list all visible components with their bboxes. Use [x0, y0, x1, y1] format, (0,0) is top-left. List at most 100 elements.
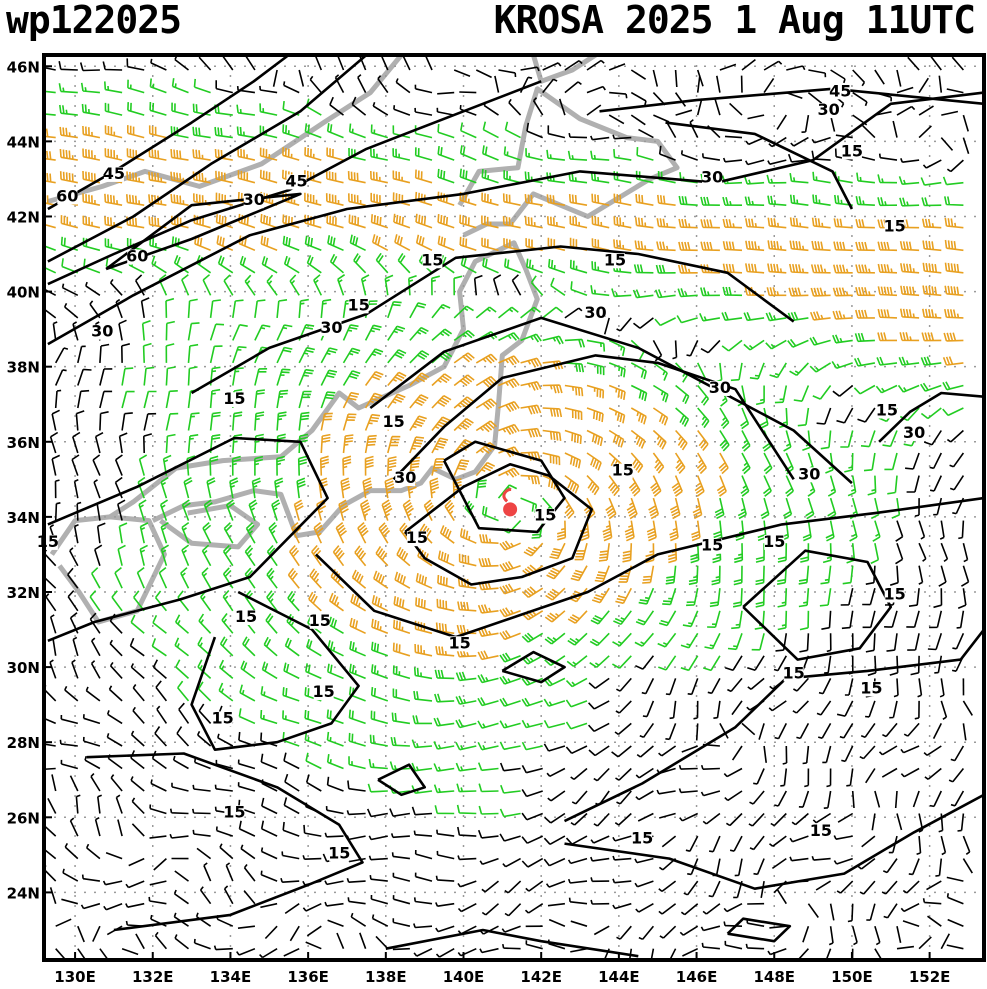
wind-barb	[840, 430, 854, 448]
lon-tick-label: 132E	[132, 968, 174, 986]
wind-barb	[944, 239, 964, 252]
wind-barb	[171, 782, 189, 792]
wind-barb	[923, 430, 942, 446]
wind-barb	[725, 812, 743, 827]
wind-barb	[613, 216, 632, 229]
wind-barb	[237, 170, 256, 184]
wind-barb	[696, 452, 707, 475]
wind-barb	[730, 362, 743, 382]
wind-barb	[564, 362, 585, 373]
wind-barb	[702, 903, 721, 915]
wind-barb	[586, 475, 600, 496]
wind-barb	[499, 808, 521, 818]
wind-barb	[724, 655, 743, 672]
wind-barb	[475, 479, 487, 499]
wind-barb	[938, 565, 947, 587]
wind-barb	[745, 943, 765, 950]
wind-barb	[591, 238, 610, 252]
wind-barb	[678, 788, 698, 794]
wind-barb	[318, 477, 328, 499]
wind-barb	[724, 790, 743, 802]
wind-barb	[935, 858, 943, 877]
wind-barb	[320, 369, 338, 386]
wind-barb	[786, 65, 806, 71]
wind-barb	[225, 499, 235, 521]
wind-barb	[957, 813, 965, 832]
wind-barb	[674, 92, 687, 107]
wind-barb	[650, 948, 655, 960]
contour-label: 15	[631, 829, 653, 848]
wind-barb	[687, 678, 699, 696]
wind-barb	[453, 418, 474, 432]
wind-barb	[104, 102, 123, 116]
wind-barb	[305, 663, 322, 680]
wind-barb	[368, 835, 388, 841]
wind-barb	[789, 835, 809, 843]
wind-barb	[827, 497, 837, 520]
wind-barb	[544, 655, 566, 667]
wind-barb	[570, 565, 588, 582]
wind-barb	[431, 328, 453, 342]
wind-barb	[348, 732, 366, 747]
wind-barb	[543, 698, 566, 707]
lat-tick-label: 40N	[7, 284, 40, 302]
wind-barb	[550, 277, 566, 296]
wind-barb	[436, 598, 455, 612]
wind-barb	[523, 542, 544, 557]
wind-barb	[747, 677, 765, 690]
wind-barb	[274, 477, 284, 499]
wind-barb	[956, 610, 965, 629]
wind-barb	[328, 616, 344, 634]
wind-barb	[260, 870, 278, 882]
wind-barb	[44, 90, 56, 94]
wind-barb	[667, 543, 678, 564]
wind-barb	[135, 274, 145, 296]
wind-barb	[276, 346, 293, 364]
wind-barb	[414, 849, 433, 860]
wind-barb	[499, 833, 521, 842]
wind-barb	[646, 520, 657, 542]
wind-barb	[103, 902, 123, 911]
wind-barb	[542, 306, 564, 319]
wind-barb	[906, 475, 920, 493]
wind-barb	[656, 218, 676, 229]
wind-barb	[371, 234, 389, 252]
wind-barb	[768, 136, 787, 148]
wind-barb	[44, 216, 56, 229]
wind-barb	[165, 412, 179, 431]
wind-barb	[917, 678, 923, 698]
wind-barb	[680, 903, 699, 916]
wind-barb	[457, 601, 477, 612]
contour-label: 30	[817, 100, 839, 119]
wind-barb	[132, 684, 145, 702]
wind-barb	[236, 126, 256, 139]
wind-barb	[499, 583, 521, 595]
wind-barb	[799, 610, 810, 631]
wind-barb	[768, 700, 787, 712]
wind-barb	[266, 567, 278, 589]
wind-barb	[160, 476, 169, 499]
wind-barb	[387, 371, 407, 387]
contour-label: 15	[763, 532, 785, 551]
wind-barb	[304, 235, 322, 252]
wind-barb	[686, 588, 699, 607]
wind-barb	[59, 148, 78, 161]
wind-barb	[502, 943, 521, 950]
wind-barb	[525, 940, 543, 950]
wind-barb	[727, 677, 743, 693]
wind-barb	[702, 655, 721, 672]
wind-barb	[387, 393, 406, 409]
wind-barb	[570, 920, 588, 927]
wind-barb	[218, 682, 234, 702]
wind-barb	[564, 60, 583, 71]
lon-tick-label: 140E	[443, 968, 485, 986]
wind-barb	[324, 880, 344, 886]
wind-barb	[259, 85, 278, 94]
wind-barb	[60, 215, 79, 229]
contour-label: 15	[328, 844, 350, 863]
wind-barb	[104, 193, 123, 206]
wind-barb	[832, 287, 853, 297]
wind-barb	[232, 324, 248, 341]
wind-barb	[437, 91, 455, 95]
wind-barb	[666, 122, 677, 138]
